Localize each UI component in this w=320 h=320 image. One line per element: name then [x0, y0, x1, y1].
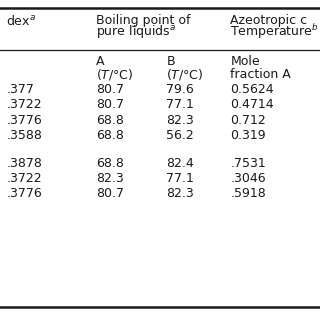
Text: B: B	[166, 55, 175, 68]
Text: 77.1: 77.1	[166, 99, 194, 111]
Text: dex$^a$: dex$^a$	[6, 14, 36, 28]
Text: Boiling point of: Boiling point of	[96, 14, 190, 27]
Text: 68.8: 68.8	[96, 129, 124, 142]
Text: .3722: .3722	[6, 172, 42, 185]
Text: 0.4714: 0.4714	[230, 99, 274, 111]
Text: 82.4: 82.4	[166, 157, 194, 170]
Text: ($T$/°C): ($T$/°C)	[166, 67, 204, 82]
Text: 0.712: 0.712	[230, 114, 266, 127]
Text: Temperature$^b$: Temperature$^b$	[230, 22, 319, 42]
Text: .3878: .3878	[6, 157, 42, 170]
Text: ($T$/°C): ($T$/°C)	[96, 67, 133, 82]
Text: .5918: .5918	[230, 188, 266, 200]
Text: 82.3: 82.3	[166, 188, 194, 200]
Text: Azeotropic c: Azeotropic c	[230, 14, 308, 27]
Text: pure liquids$^a$: pure liquids$^a$	[96, 23, 176, 41]
Text: .3776: .3776	[6, 114, 42, 127]
Text: 68.8: 68.8	[96, 114, 124, 127]
Text: 80.7: 80.7	[96, 99, 124, 111]
Text: .3722: .3722	[6, 99, 42, 111]
Text: 80.7: 80.7	[96, 83, 124, 96]
Text: 82.3: 82.3	[166, 114, 194, 127]
Text: .3588: .3588	[6, 129, 42, 142]
Text: 0.319: 0.319	[230, 129, 266, 142]
Text: 80.7: 80.7	[96, 188, 124, 200]
Text: .7531: .7531	[230, 157, 266, 170]
Text: 79.6: 79.6	[166, 83, 194, 96]
Text: 56.2: 56.2	[166, 129, 194, 142]
Text: .3776: .3776	[6, 188, 42, 200]
Text: .377: .377	[6, 83, 34, 96]
Text: 0.5624: 0.5624	[230, 83, 274, 96]
Text: 68.8: 68.8	[96, 157, 124, 170]
Text: .3046: .3046	[230, 172, 266, 185]
Text: 82.3: 82.3	[96, 172, 124, 185]
Text: 77.1: 77.1	[166, 172, 194, 185]
Text: Mole: Mole	[230, 55, 260, 68]
Text: fraction A: fraction A	[230, 68, 291, 81]
Text: A: A	[96, 55, 105, 68]
